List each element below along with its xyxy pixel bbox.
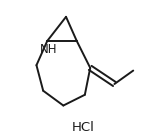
Text: HCl: HCl bbox=[72, 120, 95, 134]
Text: NH: NH bbox=[40, 43, 57, 56]
